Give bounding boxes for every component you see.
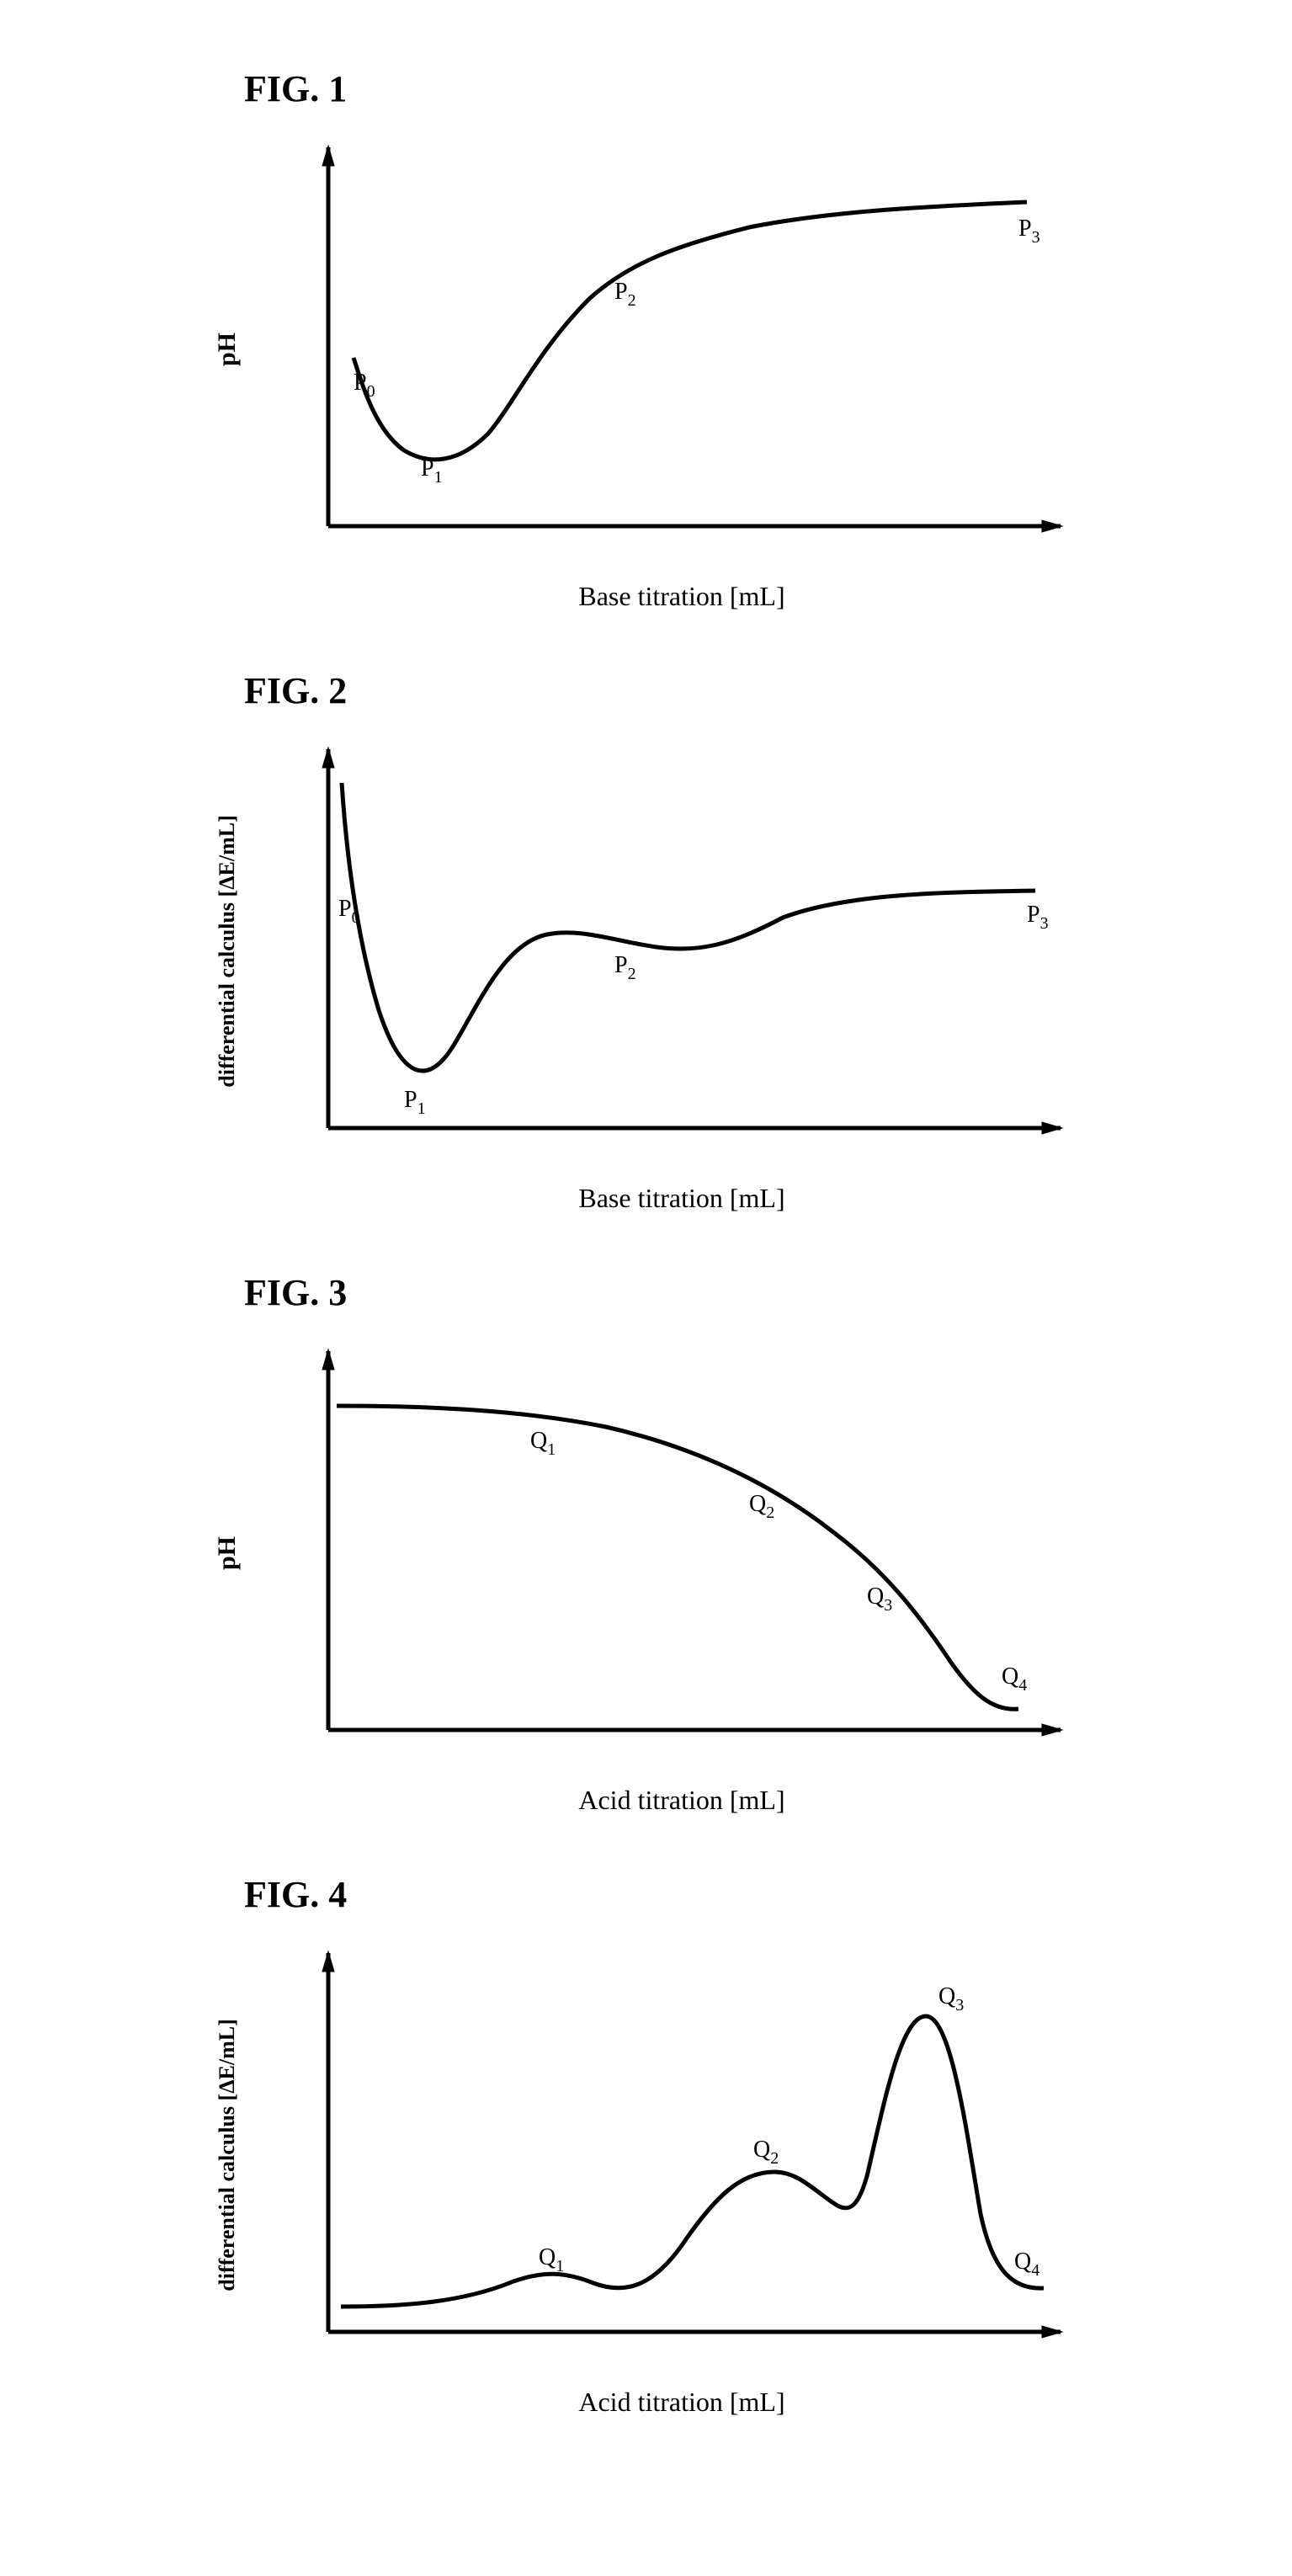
- point-label: P3: [1018, 216, 1040, 247]
- figure-3-title: FIG. 3: [244, 1271, 1292, 1314]
- figure-1-svg: P0P1P2P3: [261, 130, 1103, 568]
- point-label: Q1: [530, 1428, 556, 1459]
- figure-4-svg: Q1 Q2 Q3 Q4: [261, 1936, 1103, 2374]
- figure-2-svg: P0 P1 P2 P3: [261, 732, 1103, 1170]
- point-label: Q1: [539, 2244, 564, 2275]
- point-label: P2: [614, 952, 636, 983]
- figure-2-ylabel: differential calculus [ΔE/mL]: [215, 815, 240, 1087]
- figure-3-svg: Q1 Q2 Q3 Q4: [261, 1334, 1103, 1772]
- figure-2-labels: P0 P1 P2 P3: [338, 896, 1049, 1118]
- figure-4-xlabel: Acid titration [mL]: [578, 2387, 784, 2418]
- point-label: P2: [614, 279, 636, 310]
- point-label: P0: [354, 370, 375, 401]
- figure-2-x-arrow: [1042, 1122, 1062, 1134]
- figure-3-y-arrow: [322, 1349, 334, 1370]
- figure-4-plot: differential calculus [ΔE/mL] Q1Q2Q3Q4 A…: [261, 1936, 1103, 2374]
- figure-3-xlabel: Acid titration [mL]: [578, 1785, 784, 1816]
- figure-2-xlabel: Base titration [mL]: [578, 1183, 784, 1214]
- figure-1-x-arrow: [1042, 520, 1062, 532]
- figure-3-ylabel: pH: [213, 1536, 242, 1570]
- figure-2-plot: differential calculus [ΔE/mL] P0P1P2P3 B…: [261, 732, 1103, 1170]
- figure-2-curve: [342, 783, 1035, 1071]
- figure-4-ylabel: differential calculus [ΔE/mL]: [215, 2019, 240, 2291]
- figure-2-title: FIG. 2: [244, 669, 1292, 712]
- figure-1-title: FIG. 1: [244, 67, 1292, 110]
- figure-1-plot: pH P0P1P2P3 Base titration [mL]: [261, 130, 1103, 568]
- figure-4-title: FIG. 4: [244, 1873, 1292, 1916]
- figure-4-curve: [341, 2016, 1044, 2307]
- page: FIG. 1 pH P0 P1 P2 P3 Base titration [mL] F…: [0, 0, 1292, 2576]
- point-label: Q2: [749, 1491, 774, 1522]
- point-label: Q3: [867, 1583, 892, 1615]
- point-label: Q4: [1014, 2249, 1039, 2280]
- figure-1: FIG. 1 pH P0P1P2P3 Base titration [mL]: [0, 67, 1292, 568]
- figure-1-y-arrow: [322, 146, 334, 166]
- point-label: P3: [1027, 902, 1049, 933]
- figure-1-ylabel: pH: [213, 333, 242, 366]
- figure-3: FIG. 3 pH Q1Q2Q3Q4 Acid titration [mL]: [0, 1271, 1292, 1772]
- point-label: Q4: [1002, 1663, 1027, 1695]
- point-label: Q2: [753, 2137, 779, 2168]
- figure-1-curve: [354, 202, 1027, 460]
- figure-3-x-arrow: [1042, 1724, 1062, 1736]
- figure-1-xlabel: Base titration [mL]: [578, 581, 784, 612]
- point-label: P1: [404, 1087, 426, 1118]
- figure-1-labels: P0P1P2P3: [354, 216, 1040, 487]
- figure-3-plot: pH Q1Q2Q3Q4 Acid titration [mL]: [261, 1334, 1103, 1772]
- figure-2-y-arrow: [322, 748, 334, 768]
- figure-3-curve: [337, 1406, 1018, 1709]
- figure-4: FIG. 4 differential calculus [ΔE/mL] Q1Q…: [0, 1873, 1292, 2374]
- figure-4-x-arrow: [1042, 2326, 1062, 2338]
- figure-3-labels: Q1 Q2 Q3 Q4: [530, 1428, 1027, 1695]
- figure-2: FIG. 2 differential calculus [ΔE/mL] P0P…: [0, 669, 1292, 1170]
- figure-4-y-arrow: [322, 1951, 334, 1972]
- point-label: P0: [338, 896, 360, 927]
- point-label: Q3: [938, 1983, 964, 2014]
